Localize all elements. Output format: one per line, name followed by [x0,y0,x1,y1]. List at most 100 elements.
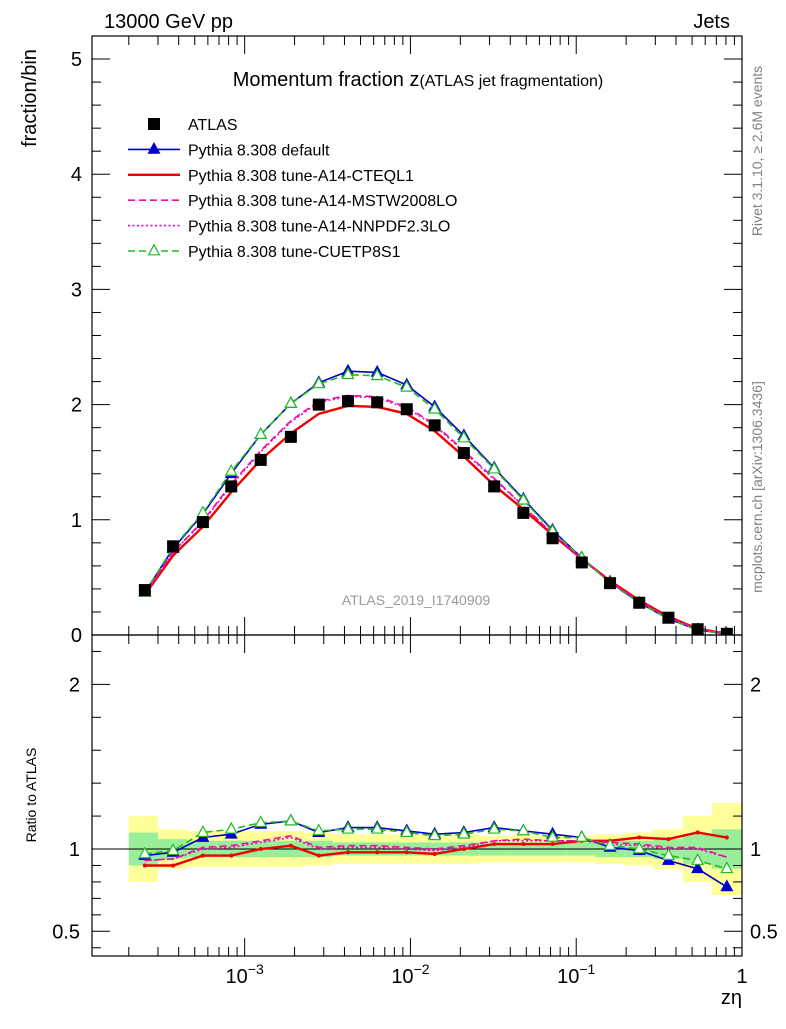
data-point [254,453,267,466]
data-point [720,627,733,635]
ratio-series-lines [138,813,734,892]
ratio-series-point-4 [632,841,646,854]
data-point [604,577,617,590]
ratio-series-point-4 [546,830,560,842]
x-tick-label: 10−1 [557,961,595,988]
ratio-series-point-0 [720,879,734,892]
header-left-label: 13000 GeV pp [104,11,233,33]
ratio-series-point-1 [171,863,176,868]
legend-label: Pythia 8.308 tune-A14-MSTW2008LO [188,193,457,210]
legend: ATLAS Pythia 8.308 default Pythia 8.308 tu… [128,117,457,261]
main-series-point-4 [400,379,414,392]
data-point [662,611,675,624]
ratio-series-point-4 [254,815,268,828]
y-axis-label: fraction/bin [19,49,41,147]
ratio-series-point-1 [521,842,526,847]
legend-marker [147,243,161,256]
ratio-series-point-1 [288,843,293,848]
header-right-label: Jets [693,11,730,33]
data-point [633,596,646,609]
ratio-y-tick-label: 1 [69,839,80,861]
main-series-lines [138,363,733,635]
ratio-series-point-4 [457,826,471,839]
data-point [546,532,559,545]
legend-marker [148,118,160,130]
ratio-series-point-1 [550,842,555,847]
ratio-series-point-1 [375,850,380,855]
ratio-y-tick-label: 0.5 [52,921,80,943]
tick-labels: 0 1 2 3 4 5 0.5 0.5 1 1 2 2 10−3 10−2 10−1 1 [52,49,778,988]
main-series-point-4 [341,367,355,380]
analysis-label: ATLAS_2019_I1740909 [342,592,491,608]
chart-title: Momentum fraction z(ATLAS jet fragmentat… [233,69,604,91]
ratio-series-point-4 [516,823,530,836]
ratio-plot-frame [91,634,743,957]
data-point [691,623,704,635]
main-series-point-4 [428,401,442,414]
main-series-point-4 [487,461,501,474]
ratio-series-point-1 [229,853,234,858]
main-series-point-4 [370,368,384,381]
ratio-series-point-4 [370,821,384,834]
ratio-series-point-1 [142,863,147,868]
main-series-point-4 [284,396,298,408]
ratio-series-point-4 [312,823,326,836]
ratio-series-point-4 [284,813,298,826]
legend-label: Pythia 8.308 tune-A14-NNPDF2.3LO [188,219,450,236]
ratio-series-point-1 [666,837,671,842]
ratio-series-point-4 [691,853,705,865]
ratio-series-point-1 [316,853,321,858]
ratio-y-tick-label-right: 2 [750,674,761,696]
y-tick-label: 5 [71,49,82,71]
main-series-point-4 [516,492,530,505]
ratio-series-point-1 [492,842,497,847]
legend-swatch [148,118,160,130]
ratio-series-point-4 [224,821,238,834]
ratio-series-point-1 [258,847,263,851]
ratio-series-point-1 [637,835,642,840]
legend-label: Pythia 8.308 tune-A14-CTEQL1 [188,168,414,185]
mcplots-side-label: mcplots.cern.ch [arXiv:1306.3436] [749,381,765,593]
ratio-series-point-1 [724,835,729,840]
legend-swatch [128,141,180,154]
ratio-series-point-4 [341,821,355,834]
ratio-series-point-4 [575,830,589,842]
ratio-y-tick-label-right: 0.5 [750,921,778,943]
chart-title-main: Momentum fraction z [233,69,420,91]
ratio-series-point-1 [200,853,205,858]
data-point [488,480,501,493]
ratio-series-point-4 [196,825,210,837]
y-tick-label: 3 [71,279,82,301]
y-tick-label: 0 [71,625,82,647]
legend-label: Pythia 8.308 default [188,142,330,159]
ratio-y-tick-label-right: 1 [750,839,761,861]
chart-title-sub: (ATLAS jet fragmentation) [419,73,603,90]
main-series-point-4 [224,463,238,476]
legend-label: Pythia 8.308 tune-CUETP8S1 [188,244,401,261]
legend-swatch [128,243,180,256]
ratio-series-point-4 [166,843,180,856]
data-point [371,396,384,409]
legend-marker [147,141,161,154]
x-tick-label: 10−2 [391,961,429,988]
data-point [517,506,530,519]
data-point [400,403,413,416]
ratio-series-point-4 [720,861,734,874]
x-tick-label: 1 [736,966,747,988]
ratio-series-point-4 [661,848,675,860]
ratio-series-point-4 [428,828,442,841]
ratio-series-line-3 [144,836,728,862]
ratio-y-axis-label: Ratio to ATLAS [23,748,39,843]
ratio-series-point-1 [695,830,700,835]
data-point [284,430,297,443]
x-axis-label: zη [721,987,742,1009]
y-tick-label: 1 [71,510,82,532]
data-point [428,419,441,432]
y-tick-label: 4 [71,164,82,186]
ratio-series-point-1 [404,850,409,855]
ratio-series-point-4 [138,846,152,859]
data-point [457,446,470,459]
legend-label: ATLAS [188,117,238,134]
data-point [341,395,354,408]
